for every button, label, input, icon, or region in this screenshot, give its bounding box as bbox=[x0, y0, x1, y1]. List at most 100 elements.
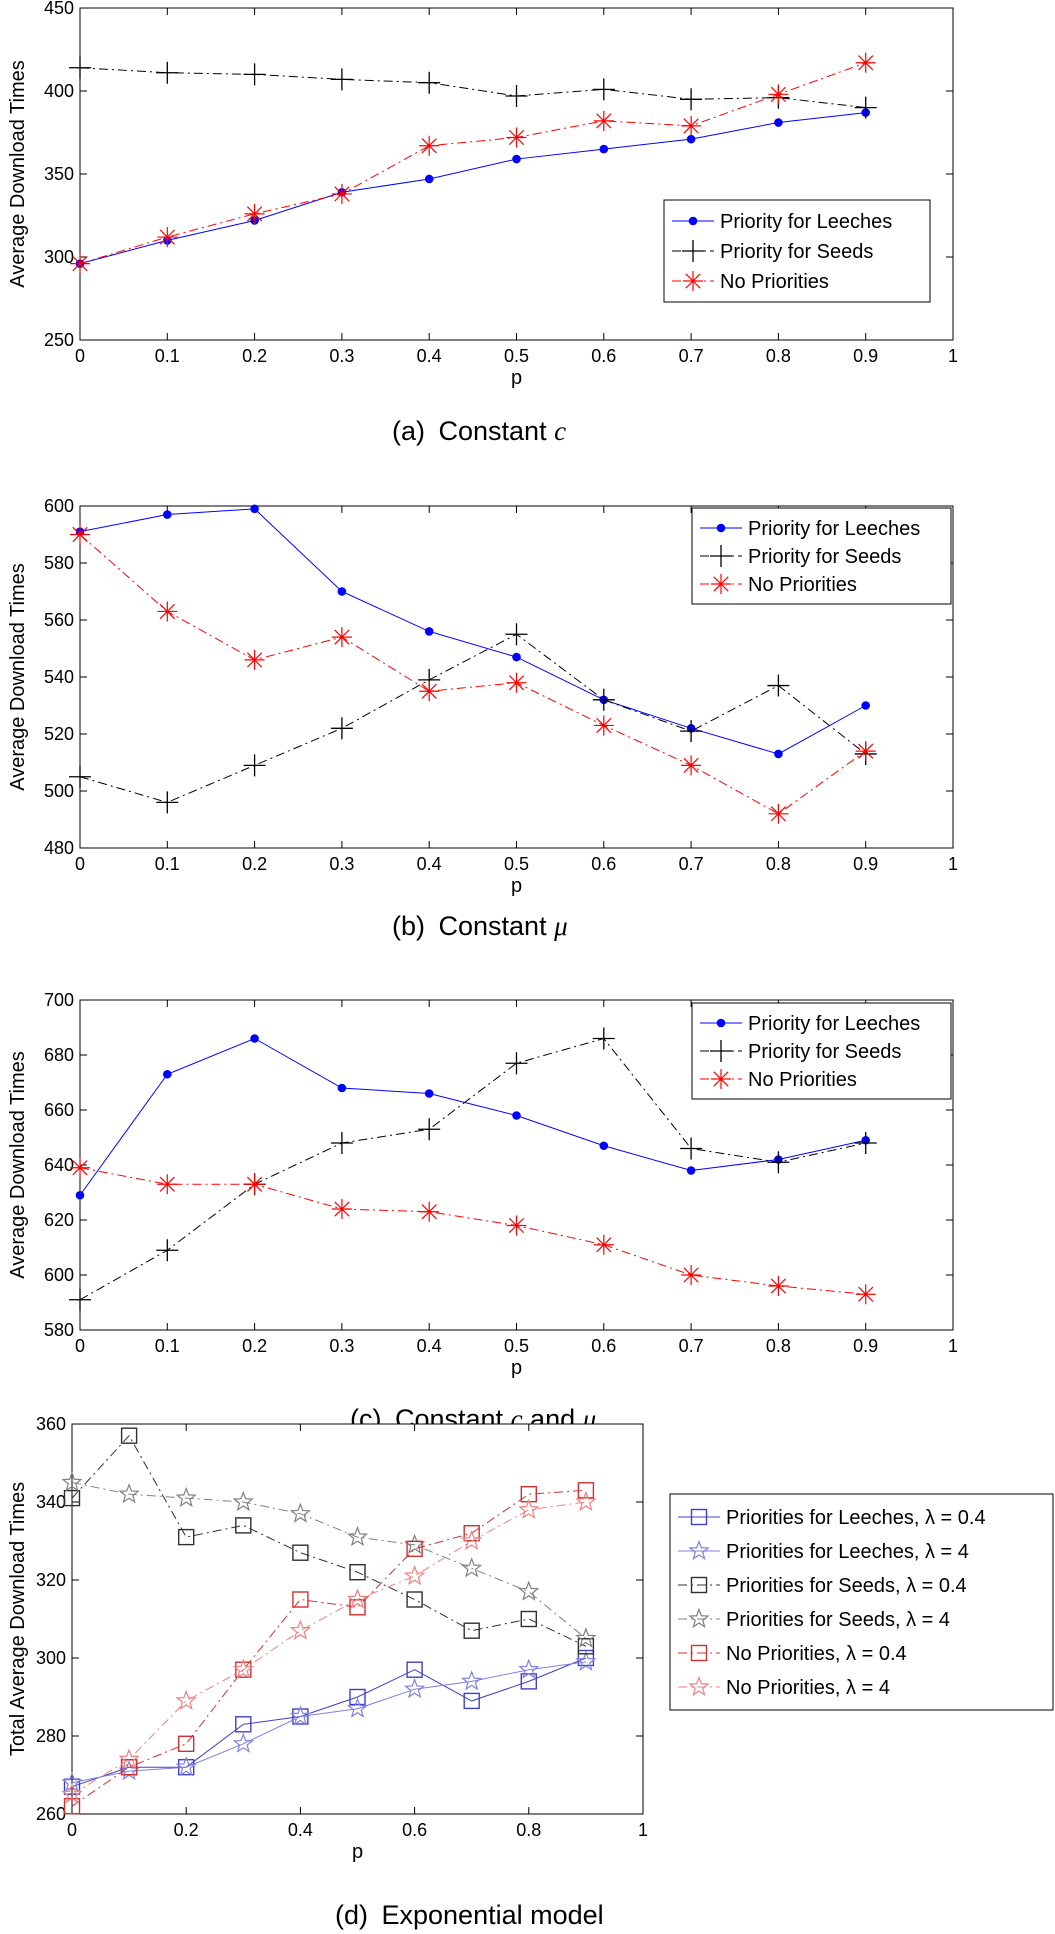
legend-box bbox=[691, 1002, 952, 1100]
data-point bbox=[235, 1517, 252, 1534]
data-point bbox=[419, 135, 440, 156]
data-point bbox=[177, 1528, 195, 1546]
legend-label: No Priorities, λ = 0.4 bbox=[726, 1643, 907, 1665]
y-tick-label: 450 bbox=[44, 0, 74, 18]
chart-b: 0 0.1 0.2 0.3 0.4 0.5 0.6 0.7 0.8 0.9 1 480 500 520 54… bbox=[7, 496, 958, 941]
data-point bbox=[680, 88, 703, 111]
data-point bbox=[243, 754, 266, 777]
data-point bbox=[292, 1591, 309, 1608]
data-point bbox=[61, 1471, 83, 1492]
legend-label: Priority for Seeds bbox=[748, 1041, 901, 1063]
caption: (a) Constant c bbox=[392, 416, 566, 446]
data-point bbox=[331, 1199, 352, 1219]
series-line bbox=[79, 1037, 866, 1301]
x-tick-label: 1 bbox=[948, 1336, 958, 1356]
data-point bbox=[575, 1490, 597, 1512]
data-point bbox=[593, 715, 614, 736]
chart-d: 0 0.2 0.4 0.6 0.8 1 260 280 300 320 340 360 p Total A… bbox=[7, 1414, 1054, 1930]
data-point bbox=[232, 1490, 254, 1512]
x-tick-label: 0.9 bbox=[853, 346, 878, 366]
legend-marker bbox=[716, 1018, 726, 1028]
data-point bbox=[767, 674, 790, 697]
data-point bbox=[346, 1588, 369, 1609]
x-tick-label: 0.3 bbox=[329, 1336, 354, 1356]
series-line bbox=[71, 1657, 587, 1788]
series-2 bbox=[63, 1427, 595, 1655]
data-point bbox=[120, 1427, 138, 1444]
data-point bbox=[577, 1638, 595, 1655]
legend-marker bbox=[710, 545, 732, 567]
x-tick-label: 0.2 bbox=[242, 346, 267, 366]
plot-frame bbox=[71, 1423, 644, 1815]
x-tick-label: 0.2 bbox=[242, 854, 267, 874]
x-axis-label: p bbox=[352, 1841, 363, 1863]
legend-box bbox=[663, 199, 931, 303]
data-point bbox=[163, 510, 172, 519]
legend-marker bbox=[716, 523, 726, 533]
x-tick-label: 0.4 bbox=[417, 1336, 442, 1356]
data-point bbox=[686, 134, 696, 144]
y-tick-label: 560 bbox=[44, 610, 74, 630]
data-point bbox=[244, 649, 265, 670]
legend-label: No Priorities, λ = 4 bbox=[726, 1677, 890, 1699]
legend-label: Priorities for Leeches, λ = 0.4 bbox=[726, 1507, 986, 1529]
data-point bbox=[289, 1705, 312, 1726]
data-point bbox=[768, 803, 789, 824]
data-point bbox=[330, 1132, 353, 1154]
x-axis-label: p bbox=[511, 875, 522, 897]
data-point bbox=[244, 1174, 265, 1195]
data-point bbox=[599, 144, 609, 154]
legend-marker bbox=[688, 1607, 710, 1629]
data-point bbox=[518, 1580, 540, 1601]
data-point bbox=[403, 1677, 426, 1699]
x-tick-label: 0.1 bbox=[155, 346, 180, 366]
data-point bbox=[506, 127, 527, 148]
y-tick-label: 350 bbox=[44, 164, 74, 184]
legend-label: Priority for Leeches bbox=[748, 1013, 920, 1035]
y-tick-label: 280 bbox=[36, 1726, 66, 1746]
data-point bbox=[403, 1564, 426, 1586]
data-point bbox=[463, 1692, 480, 1710]
data-point bbox=[575, 1650, 597, 1671]
data-point bbox=[505, 84, 528, 107]
data-point bbox=[461, 1529, 483, 1551]
data-point bbox=[768, 1276, 789, 1296]
data-point bbox=[419, 681, 440, 702]
x-tick-label: 0.9 bbox=[853, 1336, 878, 1356]
legend: Priority for Leeches Priority for Seeds No… bbox=[691, 1002, 952, 1100]
data-point bbox=[175, 1486, 197, 1508]
data-point bbox=[592, 1027, 615, 1050]
y-tick-label: 520 bbox=[44, 724, 74, 744]
y-tick-label: 640 bbox=[44, 1155, 74, 1175]
data-point bbox=[331, 627, 352, 648]
legend-marker bbox=[690, 1576, 708, 1594]
chart-c: 0 0.1 0.2 0.3 0.4 0.5 0.6 0.7 0.8 0.9 1 580 600 620 64… bbox=[7, 990, 958, 1434]
y-tick-label: 700 bbox=[44, 990, 74, 1010]
data-point bbox=[461, 1557, 483, 1578]
y-axis-label: Average Download Times bbox=[7, 60, 29, 288]
legend-marker bbox=[683, 271, 703, 291]
data-point bbox=[461, 1670, 483, 1691]
legend-marker bbox=[711, 574, 731, 594]
x-tick-label: 0.5 bbox=[504, 346, 529, 366]
data-point bbox=[250, 1034, 259, 1043]
series-1 bbox=[69, 623, 877, 814]
data-point bbox=[854, 96, 877, 119]
data-point bbox=[244, 203, 265, 224]
y-axis-label: Total Average Download Times bbox=[7, 1482, 29, 1756]
y-tick-label: 500 bbox=[44, 781, 74, 801]
x-tick-label: 1 bbox=[948, 854, 958, 874]
series-2 bbox=[70, 1157, 876, 1305]
data-point bbox=[681, 115, 702, 136]
data-point bbox=[175, 1755, 197, 1777]
data-point bbox=[61, 1771, 83, 1792]
y-tick-label: 580 bbox=[44, 1320, 74, 1340]
data-point bbox=[118, 1748, 140, 1769]
data-point bbox=[156, 61, 179, 84]
x-tick-label: 0.8 bbox=[766, 1336, 791, 1356]
legend-marker bbox=[711, 1069, 731, 1089]
data-point bbox=[592, 78, 615, 101]
y-tick-label: 480 bbox=[44, 838, 74, 858]
x-tick-label: 0.1 bbox=[155, 854, 180, 874]
data-point bbox=[518, 1658, 540, 1679]
